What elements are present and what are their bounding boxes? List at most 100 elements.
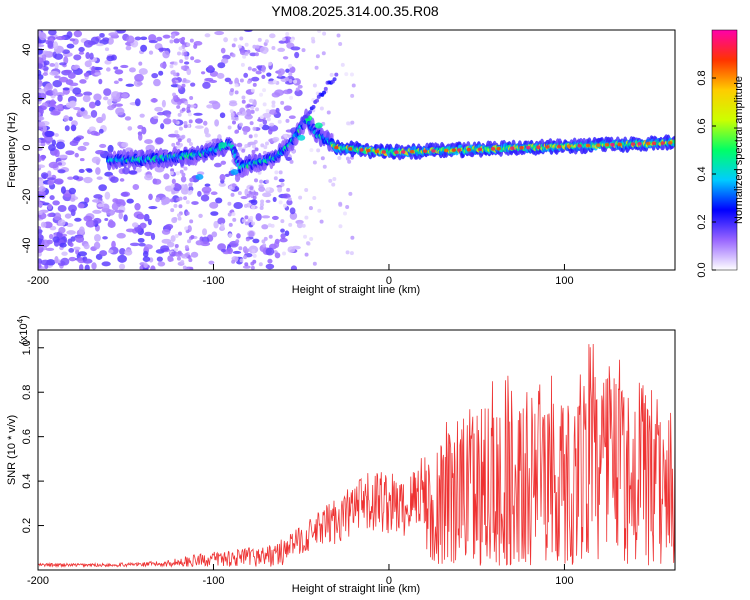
spectrogram-cell [40, 172, 49, 179]
spectrogram-cell [117, 141, 123, 147]
spectrogram-cell [74, 152, 79, 158]
spectrogram-cell [120, 64, 129, 69]
spectrogram-cell [224, 173, 230, 177]
spectrogram-cell [40, 154, 46, 161]
spectrogram-cell [167, 241, 175, 248]
spectrogram-cell [203, 127, 209, 135]
spectrogram-cell [457, 148, 462, 152]
spectrogram-cell [301, 48, 306, 53]
spectrogram-cell [262, 243, 267, 248]
spectrogram-cell [82, 114, 92, 119]
spectrogram-cell [99, 250, 108, 257]
spectrogram-cell [88, 101, 96, 109]
spectrogram-cell [91, 66, 96, 74]
spectrogram-cell [183, 196, 188, 201]
spectrogram-cell [272, 196, 277, 203]
colorbar-tick-label: 0.0 [696, 262, 708, 277]
spectrogram-cell [193, 112, 203, 116]
chart-title: YM08.2025.314.00.35.R08 [271, 3, 439, 19]
spectrogram-cell [171, 142, 176, 147]
spectrogram-cell [126, 198, 134, 204]
spectrogram-cell [289, 66, 296, 74]
spectrogram-cell [134, 202, 141, 211]
spectrogram-cell [496, 146, 501, 151]
spectrogram-cell [243, 130, 248, 135]
spectrogram-cell [268, 234, 273, 239]
x-tick-label: 100 [555, 275, 573, 287]
spectrogram-cell [125, 228, 135, 233]
spectrogram-cell [38, 262, 42, 269]
spectrogram-cell [271, 46, 276, 51]
spectrogram-cell [134, 36, 142, 41]
spectrogram-cell [54, 75, 61, 79]
spectrogram-cell [96, 43, 105, 47]
spectrogram-cell [294, 51, 300, 59]
spectrogram-cell [444, 148, 449, 153]
spectrogram-cell [94, 72, 102, 76]
spectrogram-cell [314, 65, 319, 70]
spectrogram-cell [69, 140, 79, 146]
spectrogram-cell [246, 103, 251, 108]
spectrogram-cell [242, 125, 251, 133]
spectrogram-cell [278, 170, 283, 175]
spectrogram-cell [175, 133, 180, 138]
spectrogram-cell [45, 247, 55, 252]
spectrogram-cell [78, 46, 85, 53]
spectrogram-cell [38, 245, 44, 249]
spectrogram-cell [230, 88, 235, 93]
spectrogram-cell [394, 150, 399, 154]
spectrogram-cell [160, 245, 170, 252]
spectrogram-cell [366, 148, 371, 153]
spectrogram-cell [178, 204, 183, 209]
spectrogram-cell [138, 133, 143, 141]
spectrogram-cell [38, 237, 43, 245]
spectrogram-cell [163, 173, 170, 180]
spectrogram-cell [338, 224, 343, 229]
spectrogram-cell [526, 145, 531, 150]
spectrogram-cell [125, 83, 135, 87]
spectrogram-cell [163, 118, 172, 125]
spectrogram-cell [98, 184, 107, 192]
spectrogram-cell [250, 261, 255, 266]
spectrogram-cell [221, 58, 229, 64]
spectrogram-cell [252, 82, 257, 87]
spectrogram-cell [320, 156, 325, 161]
spectrogram-cell [58, 154, 68, 159]
spectrogram-cell [490, 147, 496, 151]
spectrogram-cell [254, 52, 259, 57]
spectrogram-cell [73, 246, 81, 251]
spectrogram-cell [195, 173, 204, 180]
spectrogram-cell [181, 107, 186, 112]
spectrogram-cell [189, 219, 194, 224]
spectrogram-cell [119, 248, 126, 255]
spectrogram-cell [274, 252, 281, 259]
spectrogram-cell [173, 61, 178, 66]
spectrogram-cell [48, 144, 56, 152]
spectrogram-cell [259, 123, 264, 128]
x-tick-label: 0 [386, 275, 392, 287]
spectrogram-cell [248, 134, 253, 139]
spectrogram-cell [157, 261, 166, 267]
y-tick-label: 0.2 [21, 518, 33, 533]
spectrogram-cell [228, 101, 238, 107]
spectrogram-cell [253, 178, 258, 183]
spectrogram-cell [219, 112, 226, 119]
spectrogram-cell [234, 83, 239, 88]
spectrogram-cell [85, 219, 96, 228]
spectrogram-cell [93, 217, 102, 224]
spectrogram-cell [86, 168, 93, 173]
spectrogram-cell [646, 141, 651, 146]
spectrogram-cell [282, 89, 293, 95]
spectrogram-cell [83, 176, 93, 184]
y-tick-label: 0.4 [21, 473, 33, 488]
spectrogram-cell [55, 92, 65, 97]
spectrogram-cell [297, 84, 303, 89]
spectrogram-cell [231, 53, 236, 58]
spectrogram-cell [345, 250, 350, 255]
spectrogram-cell [70, 124, 77, 132]
spectrogram-cell [49, 63, 56, 67]
colorbar-ticks: 0.0 0.2 0.4 0.6 0.8 [696, 70, 716, 278]
snr-plot-area [38, 330, 675, 570]
spectrogram-cell [171, 33, 176, 38]
spectrogram-cell [289, 207, 296, 215]
